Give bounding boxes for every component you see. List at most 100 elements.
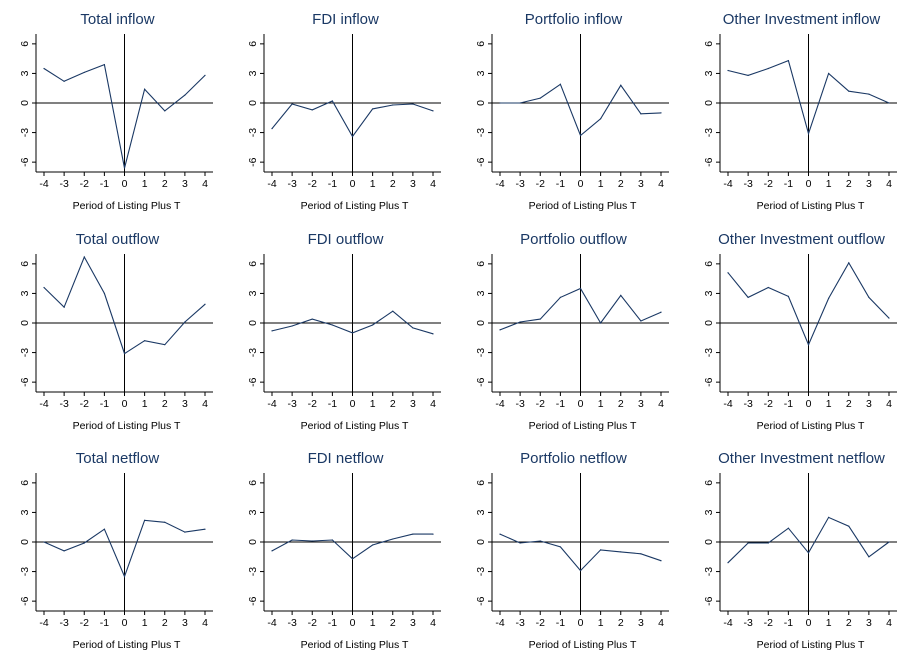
data-point <box>144 519 146 521</box>
data-point <box>848 262 850 264</box>
x-tick-label: 1 <box>370 398 376 410</box>
x-tick-label: -2 <box>536 617 545 629</box>
x-tick-label: -4 <box>495 617 504 629</box>
x-tick-label: 3 <box>410 398 416 410</box>
data-point <box>311 540 313 542</box>
data-point <box>747 542 749 544</box>
x-tick-label: 2 <box>618 617 624 629</box>
x-tick-label: -1 <box>784 398 793 410</box>
data-point <box>43 286 45 289</box>
data-point <box>787 295 789 297</box>
data-point <box>184 94 186 96</box>
data-point <box>539 318 541 320</box>
y-tick-label: 0 <box>19 100 31 106</box>
y-tick-label: 6 <box>247 261 259 267</box>
data-point <box>412 533 414 535</box>
data-point <box>660 112 662 114</box>
x-axis-label: Period of Listing Plus T <box>301 420 409 432</box>
data-point <box>767 67 769 70</box>
chart-panel: Other Investment netflow 6 3 0 -3 -6 -4 -3 -2 -1 0… <box>684 439 901 653</box>
x-tick-label: -3 <box>515 178 524 190</box>
data-point <box>828 72 830 75</box>
x-tick-label: 1 <box>826 617 832 629</box>
data-point <box>412 103 414 105</box>
data-point <box>164 344 166 346</box>
chart-title: FDI netflow <box>308 450 384 467</box>
data-point <box>600 118 602 120</box>
chart-svg: FDI outflow 6 3 0 -3 -6 -4 -3 -2 -1 0 1 2 3 4 Period of… <box>247 231 441 432</box>
chart-panel: FDI inflow 6 3 0 -3 -6 -4 -3 -2 -1 0 1 2 3 4 Period of … <box>228 0 453 214</box>
x-tick-label: 3 <box>182 617 188 629</box>
y-tick-label: 6 <box>475 261 487 267</box>
chart-title: Total netflow <box>76 450 160 467</box>
x-tick-label: 2 <box>390 178 396 190</box>
x-tick-label: 1 <box>598 178 604 190</box>
data-point <box>204 303 206 305</box>
data-point <box>271 330 273 332</box>
x-tick-label: -1 <box>556 398 565 410</box>
data-point <box>848 90 850 92</box>
chart-title: Other Investment inflow <box>723 11 881 28</box>
x-tick-label: 4 <box>430 617 436 629</box>
x-tick-label: 2 <box>162 398 168 410</box>
x-tick-label: 0 <box>350 398 356 410</box>
y-tick-label: 3 <box>475 509 487 515</box>
data-point <box>807 132 810 135</box>
data-point <box>499 329 501 331</box>
data-point <box>620 551 622 553</box>
x-tick-label: 1 <box>598 617 604 629</box>
chart-svg: Portfolio netflow 6 3 0 -3 -6 -4 -3 -2 -1 0 1 2 3 4 Per… <box>475 450 669 651</box>
data-point <box>271 550 273 552</box>
x-tick-label: -2 <box>308 398 317 410</box>
y-tick-label: -3 <box>475 348 487 357</box>
data-point <box>144 340 146 342</box>
x-tick-label: 3 <box>410 617 416 629</box>
data-point <box>43 67 45 70</box>
x-tick-label: 4 <box>202 398 208 410</box>
x-tick-label: 0 <box>578 398 584 410</box>
x-tick-label: 0 <box>806 617 812 629</box>
y-tick-label: 3 <box>475 70 487 76</box>
x-tick-label: 2 <box>846 398 852 410</box>
data-point <box>271 128 273 130</box>
x-tick-label: -4 <box>39 178 48 190</box>
data-point <box>372 324 374 326</box>
chart-svg: Portfolio inflow 6 3 0 -3 -6 -4 -3 -2 -1 0 1 2 3 4 Peri… <box>475 11 669 212</box>
y-tick-label: 0 <box>247 100 259 106</box>
x-tick-label: -1 <box>556 178 565 190</box>
data-point <box>767 542 769 544</box>
y-tick-label: 3 <box>247 509 259 515</box>
chart-panel: Portfolio outflow 6 3 0 -3 -6 -4 -3 -2 -1 0 1 2 3 4 Per… <box>456 220 681 434</box>
data-point <box>499 102 501 104</box>
y-tick-label: 6 <box>19 261 31 267</box>
data-point <box>828 297 830 299</box>
x-tick-label: 2 <box>846 617 852 629</box>
x-tick-label: -1 <box>556 617 565 629</box>
x-tick-label: -3 <box>59 178 68 190</box>
data-point <box>888 541 890 543</box>
chart-svg: Total outflow 6 3 0 -3 -6 -4 -3 -2 -1 0 1 2 3 4 Period … <box>19 231 213 432</box>
y-tick-label: -3 <box>247 567 259 576</box>
chart-title: FDI outflow <box>308 231 384 248</box>
data-point <box>351 135 354 138</box>
y-tick-label: 6 <box>19 480 31 486</box>
data-point <box>888 102 890 104</box>
x-tick-label: 2 <box>390 617 396 629</box>
y-tick-label: 3 <box>19 290 31 296</box>
data-point <box>184 321 186 323</box>
y-tick-label: 0 <box>703 100 715 106</box>
data-point <box>43 541 45 543</box>
x-tick-label: -2 <box>764 398 773 410</box>
x-tick-label: -2 <box>536 398 545 410</box>
x-tick-label: -4 <box>495 398 504 410</box>
chart-title: Portfolio netflow <box>520 450 627 467</box>
y-tick-label: 6 <box>247 41 259 47</box>
x-tick-label: -2 <box>80 617 89 629</box>
y-tick-label: -6 <box>703 596 715 605</box>
x-tick-label: 0 <box>806 398 812 410</box>
x-tick-label: 4 <box>886 617 892 629</box>
data-point <box>559 546 561 548</box>
x-tick-label: -4 <box>39 617 48 629</box>
x-tick-label: 4 <box>886 398 892 410</box>
data-point <box>432 110 434 112</box>
